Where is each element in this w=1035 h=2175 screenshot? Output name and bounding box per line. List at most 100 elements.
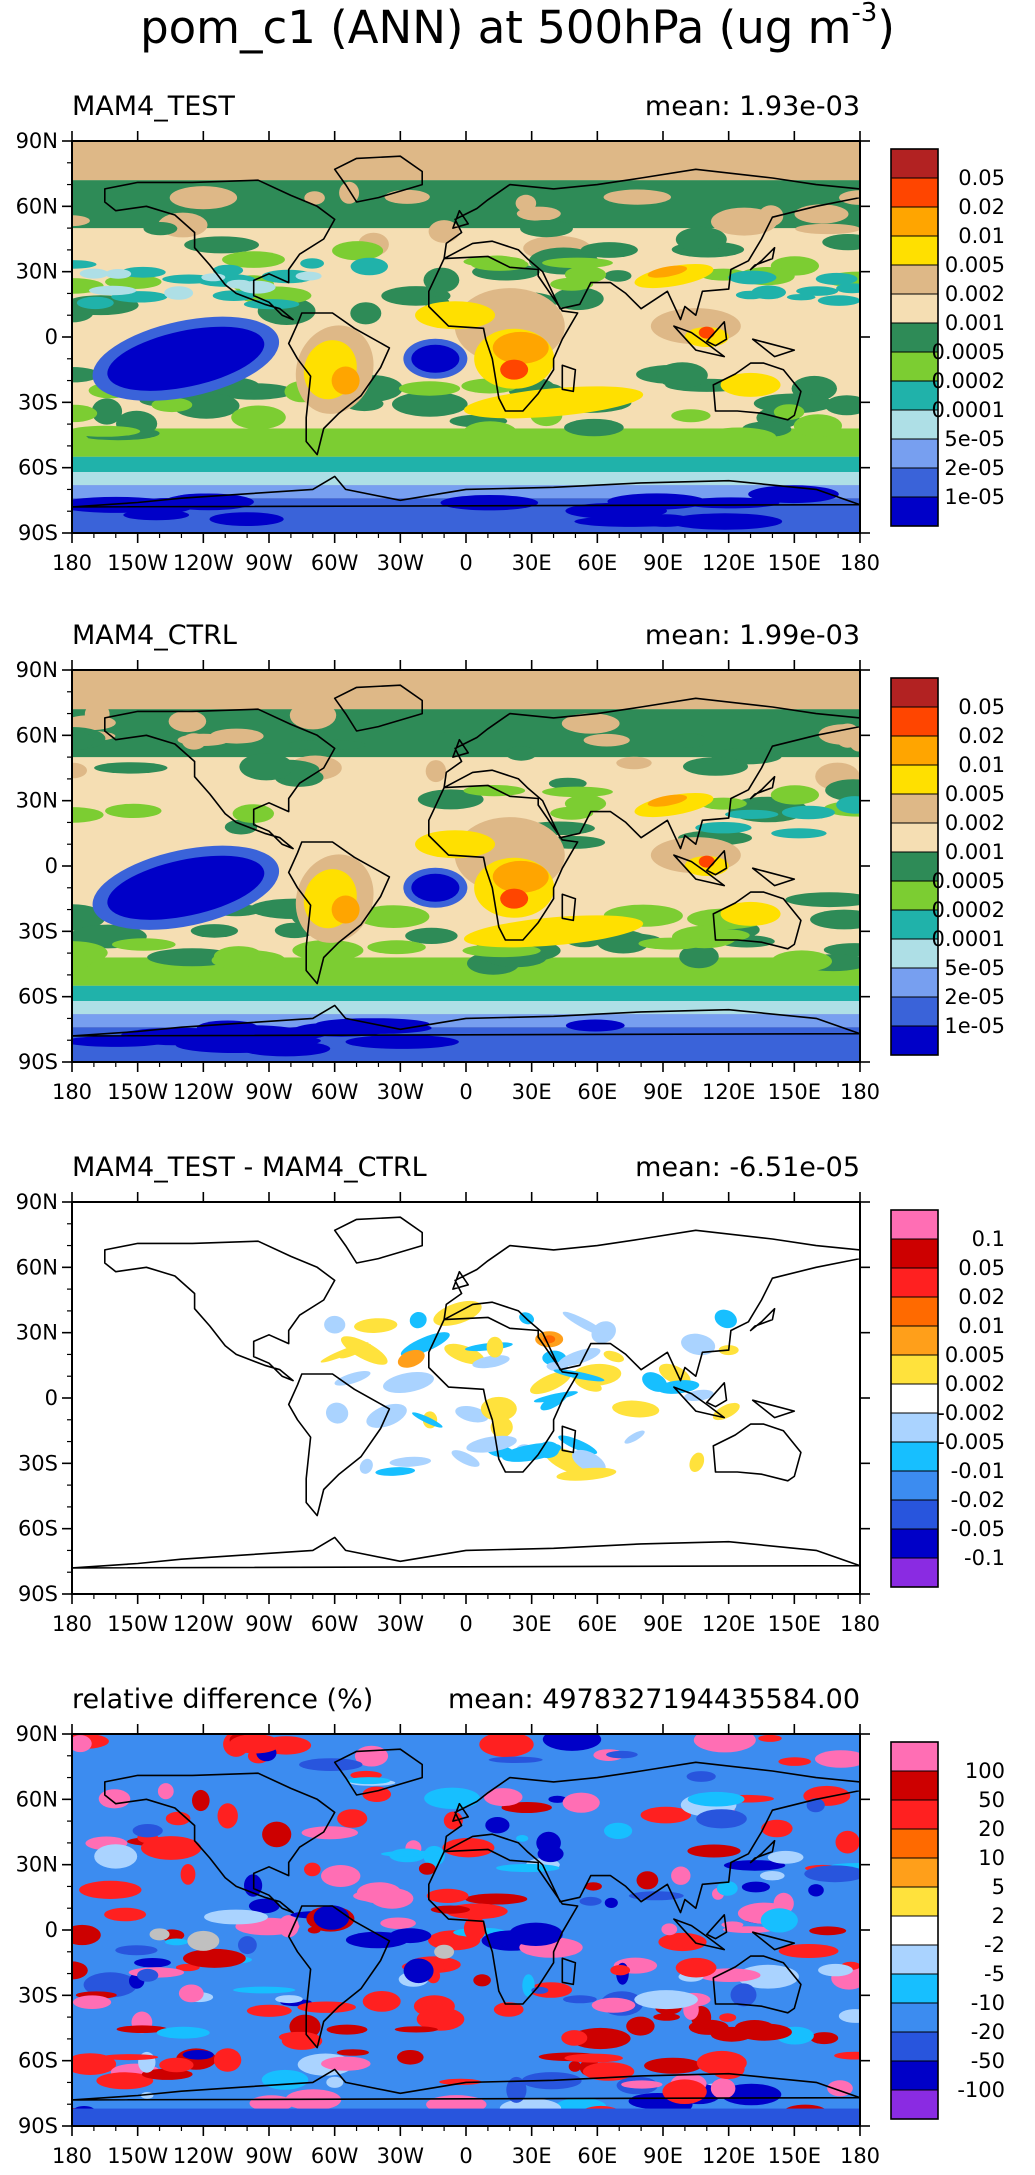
colorbar-swatch (891, 1945, 938, 1975)
lat-tick-label: 60S (18, 985, 58, 1009)
field-patch (72, 731, 94, 751)
colorbar-swatch (891, 410, 938, 440)
colorbar-label: 5 (992, 1875, 1005, 1899)
field-patch (681, 1333, 716, 1356)
field-patch (200, 1025, 305, 1042)
field-patch (515, 194, 537, 212)
colorbar-swatch (891, 1210, 938, 1240)
field-patch (486, 1336, 504, 1358)
panel-right-title: mean: 4978327194435584.00 (448, 1684, 860, 1715)
map-area: 90N 60N 30N 0 30S 60S 90S 180 150W 120W 90W 60W 30W 0… (16, 658, 880, 1104)
field-patch (73, 1995, 112, 2009)
colorbar-swatch (891, 678, 938, 708)
field-patch (168, 710, 207, 733)
colorbar-swatch (891, 1887, 938, 1917)
field-patch (583, 733, 630, 747)
field-patch (262, 1821, 292, 1848)
field-patch (104, 1907, 147, 1922)
lon-tick-label: 60E (577, 1080, 617, 1104)
field-patch (159, 2057, 194, 2073)
colorbar-swatch (891, 352, 938, 382)
lon-tick-label: 60E (577, 1612, 617, 1636)
colorbar-label: -0.005 (937, 1430, 1005, 1454)
lon-tick-label: 180 (840, 1080, 880, 1104)
field-patch (120, 266, 166, 278)
lon-tick-label: 150W (107, 1612, 168, 1636)
field-patch (771, 828, 827, 839)
map-area: 90N 60N 30N 0 30S 60S 90S 180 150W 120W 90W 60W 30W 0… (16, 129, 880, 575)
field-patch (398, 381, 461, 396)
field-patch (711, 207, 778, 236)
lon-tick-label: 0 (459, 1080, 472, 1104)
field-patch (304, 191, 325, 205)
colorbar-label: 2e-05 (944, 985, 1005, 1009)
field-patch (72, 952, 92, 970)
field-patch (397, 2050, 424, 2065)
field-patch (836, 796, 860, 814)
field-patch (720, 372, 781, 397)
field-patch (496, 1863, 560, 1873)
field-patch (636, 1871, 659, 1890)
lon-tick-label: 180 (52, 1080, 92, 1104)
field-patch (357, 905, 430, 928)
field-patch (479, 1734, 534, 1758)
field-patch (421, 958, 463, 976)
field-patch (164, 1938, 189, 1946)
colorbar-swatch (891, 323, 938, 353)
lat-tick-label: 30N (16, 260, 58, 284)
colorbar-swatch (891, 968, 938, 998)
map-field (72, 1202, 860, 1594)
panel-left-title: MAM4_TEST (72, 91, 235, 122)
panel-left-title: MAM4_TEST - MAM4_CTRL (72, 1152, 427, 1183)
field-patch (500, 888, 529, 909)
field-patch (326, 2076, 344, 2088)
field-patch (626, 2016, 655, 2036)
field-patch (542, 257, 613, 269)
colorbar-label: -50 (971, 2049, 1005, 2073)
field-patch (671, 409, 711, 423)
field-patch (91, 398, 123, 425)
field-patch (417, 789, 484, 810)
field-patch (767, 1850, 804, 1864)
field-patch (778, 1757, 811, 1766)
field-patch (653, 2013, 680, 2021)
map-panel-2: MAM4_CTRL mean: 1.99e-0390N60N30N030S60S9… (16, 620, 1005, 1104)
field-patch (411, 873, 460, 902)
colorbar-label: 1e-05 (944, 485, 1005, 509)
field-band (72, 1001, 860, 1015)
lat-tick-label: 60S (18, 456, 58, 480)
colorbar-label: 0.01 (958, 1314, 1005, 1338)
field-patch (184, 236, 259, 254)
field-patch (300, 258, 324, 269)
field-patch (825, 779, 860, 802)
field-patch (341, 1336, 388, 1365)
field-patch (647, 265, 688, 278)
lon-tick-label: 90E (643, 1080, 683, 1104)
field-patch (634, 263, 714, 289)
field-patch (233, 1986, 296, 1994)
field-patch (418, 1862, 436, 1875)
colorbar-label: 0.002 (945, 1372, 1005, 1396)
field-patch (753, 393, 834, 414)
colorbar-swatch (891, 1268, 938, 1298)
field-patch (473, 1974, 491, 1987)
field-patch (758, 1734, 782, 1742)
field-patch (289, 701, 337, 730)
field-band (72, 985, 860, 1002)
panel-right-title: mean: -6.51e-05 (635, 1152, 860, 1183)
field-patch (425, 760, 447, 783)
field-patch (603, 189, 671, 205)
field-patch (621, 2080, 663, 2089)
lon-tick-label: 30W (377, 2144, 425, 2168)
field-patch (675, 226, 727, 252)
colorbar-swatch (891, 178, 938, 208)
field-patch (520, 220, 573, 238)
lon-tick-label: 120E (702, 1080, 755, 1104)
colorbar-label: -20 (971, 2020, 1005, 2044)
field-patch (687, 1791, 745, 1807)
field-band (72, 1202, 860, 1594)
map-panel-3: MAM4_TEST - MAM4_CTRL mean: -6.51e-05 90N 6… (16, 1152, 1005, 1636)
map-panel-4: relative difference (%) mean: 49783271944… (16, 1684, 1005, 2168)
field-patch (786, 294, 816, 301)
lon-tick-label: 60W (311, 1612, 359, 1636)
